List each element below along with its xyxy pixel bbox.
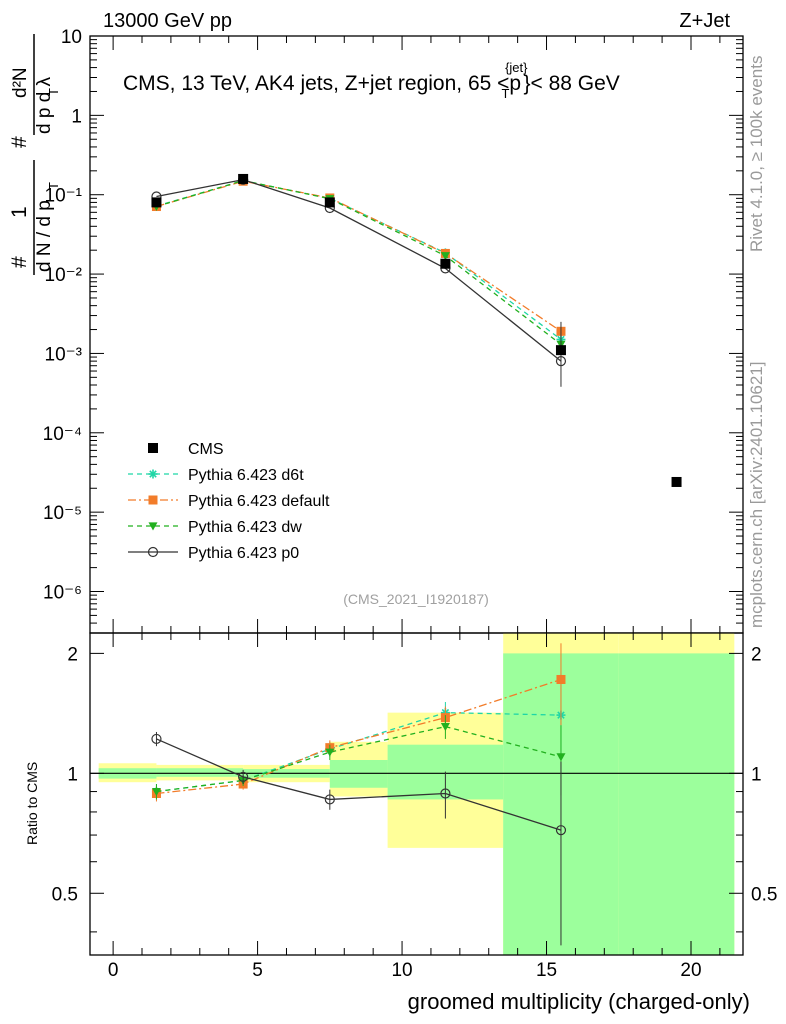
legend-marker — [147, 546, 159, 558]
legend-marker — [148, 469, 158, 479]
ratio-y-tick-label-right: 2 — [751, 644, 762, 665]
ratio-y-tick-label: 1 — [67, 764, 78, 785]
ratio-y-tick-label: 0.5 — [52, 884, 78, 905]
series-line-0 — [156, 180, 562, 340]
series-line-2 — [156, 179, 562, 345]
legend-label: Pythia 6.423 p0 — [188, 545, 299, 562]
ratio-y-tick-label: 2 — [67, 644, 78, 665]
chart-title-sub: T — [502, 86, 510, 101]
chart-title-main: CMS, 13 TeV, AK4 jets, Z+jet region, 65 … — [123, 72, 521, 95]
series-line-1 — [156, 180, 562, 332]
y-label-dpt-sub: T — [46, 88, 61, 96]
chart-title: CMS, 13 TeV, AK4 jets, Z+jet region, 65 … — [123, 60, 620, 101]
ratio-stat-band — [618, 653, 735, 955]
y-tick-label: 10⁻² — [45, 265, 83, 286]
analysis-id: (CMS_2021_I1920187) — [343, 591, 489, 607]
y-label-hash-2: # — [8, 136, 31, 148]
main-plot-frame — [89, 35, 744, 634]
ratio-point-3 — [238, 771, 249, 782]
y-label-d2n: d²N — [10, 67, 31, 98]
y-tick-label: 10⁻⁶ — [43, 583, 82, 604]
legend-label: CMS — [188, 441, 224, 458]
ratio-point-3 — [555, 825, 567, 836]
x-tick-label: 0 — [108, 960, 119, 981]
legend-marker — [148, 495, 158, 505]
x-tick-label: 5 — [252, 960, 263, 981]
header-left: 13000 GeV pp — [103, 10, 232, 32]
chart-title-end: }< 88 GeV — [523, 72, 619, 95]
x-axis: 0 5 10 15 20 — [108, 36, 721, 981]
legend-marker — [148, 522, 158, 531]
y-tick-label: 10⁻⁵ — [43, 503, 82, 524]
ratio-y-axis: 2 2 1 1 0.5 0.5 — [52, 644, 777, 933]
ratio-point-3 — [324, 794, 335, 805]
header-right: Z+Jet — [679, 10, 730, 32]
ratio-point-2 — [151, 787, 161, 797]
ratio-y-tick-label-right: 0.5 — [751, 884, 777, 905]
ratio-y-tick-label-right: 1 — [751, 764, 762, 785]
ratio-plot-frame — [89, 632, 744, 956]
x-tick-label: 20 — [680, 960, 701, 981]
y-tick-label: 1 — [71, 106, 82, 127]
ratio-plot-panel: 2 2 1 1 0.5 0.5 — [52, 632, 777, 956]
series-line-3 — [156, 178, 562, 362]
ratio-point-1 — [556, 674, 566, 684]
data-point — [151, 197, 162, 208]
legend-label: Pythia 6.423 d6t — [188, 467, 304, 484]
y-tick-label: 10⁻¹ — [45, 186, 83, 207]
data-point — [238, 173, 249, 184]
ratio-point-3 — [151, 733, 162, 745]
ratio-line-2 — [156, 725, 562, 793]
y-tick-label: 10⁻⁴ — [43, 424, 82, 445]
data-point — [324, 197, 335, 208]
y-label-one: 1 — [8, 206, 31, 218]
series-point-2 — [440, 252, 450, 261]
rivet-version-label: Rivet 4.1.0, ≥ 100k events — [747, 56, 766, 252]
ratio-point-2 — [325, 748, 335, 757]
ratio-point-3 — [440, 788, 451, 799]
x-tick-label: 10 — [391, 960, 412, 981]
chart-title-sup: {jet} — [505, 60, 528, 75]
legend-label: Pythia 6.423 dw — [188, 519, 302, 536]
main-plot-panel: 10 1 10⁻¹ 10⁻² 10⁻³ 10⁻⁴ 10⁻⁵ 10⁻⁶ — [43, 27, 744, 634]
legend: CMS Pythia 6.423 d6t Pythia 6.423 default P… — [128, 441, 330, 562]
y-label-denominator: d N / d p — [34, 200, 55, 272]
x-tick-label: 15 — [536, 960, 557, 981]
legend-label: Pythia 6.423 default — [188, 493, 330, 510]
mcplots-credit-label: mcplots.cern.ch [arXiv:2401.10621] — [747, 362, 766, 628]
main-y-axis-label: # 1 d N / d p T # d²N d p d λ T — [8, 34, 61, 275]
y-tick-label: 10 — [61, 27, 82, 48]
legend-marker — [148, 443, 158, 453]
y-label-dpt-dlambda: d p d λ — [34, 76, 55, 134]
y-label-hash-1: # — [8, 256, 31, 268]
ratio-stat-band — [156, 768, 244, 777]
data-point — [671, 476, 682, 487]
ratio-point-2 — [556, 753, 566, 762]
ratio-y-axis-label: Ratio to CMS — [24, 762, 40, 845]
data-point — [555, 345, 566, 356]
ratio-point-2 — [440, 723, 450, 732]
x-axis-label: groomed multiplicity (charged-only) — [408, 989, 750, 1014]
y-tick-label: 10⁻³ — [45, 344, 83, 365]
y-label-denom-sub: T — [46, 182, 61, 190]
main-y-axis: 10 1 10⁻¹ 10⁻² 10⁻³ 10⁻⁴ 10⁻⁵ 10⁻⁶ — [43, 27, 743, 634]
data-point — [440, 258, 451, 269]
